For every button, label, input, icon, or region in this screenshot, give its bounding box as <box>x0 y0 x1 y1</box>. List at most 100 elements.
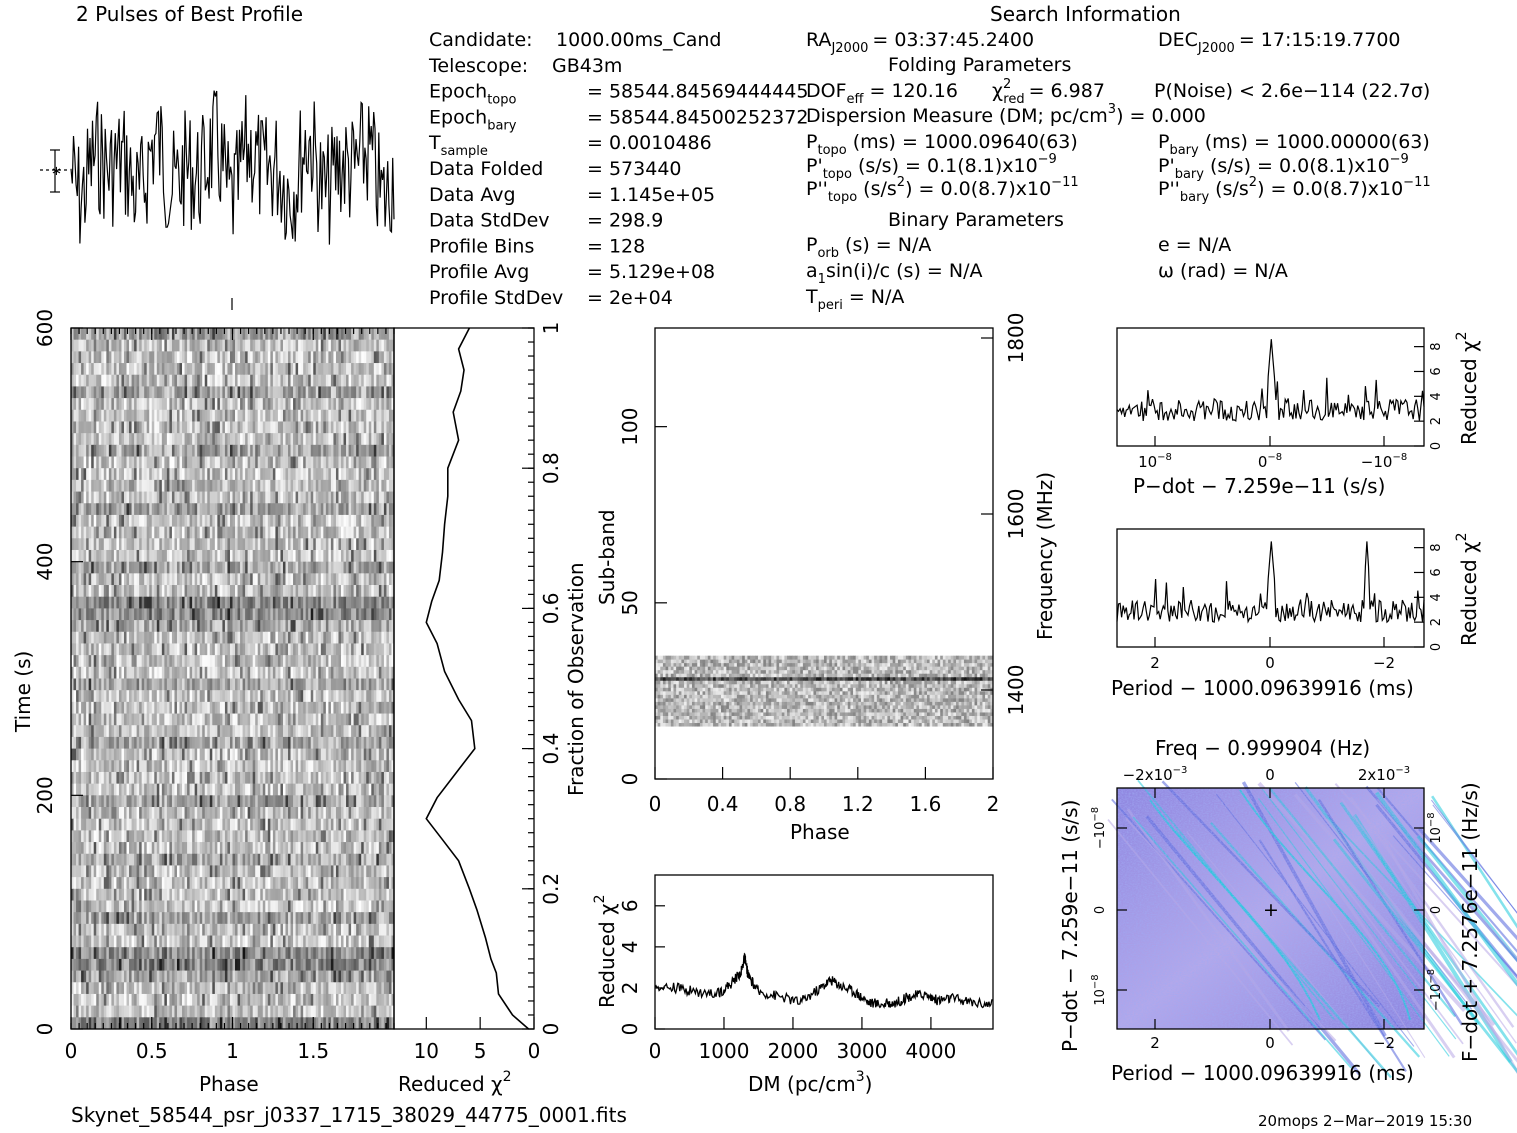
p-topo: Ptopo (ms) = 1000.09640(63) <box>806 131 1078 158</box>
ppdot-left-tick: 0 <box>1093 906 1108 914</box>
dm-y-tick: 2 <box>618 982 642 995</box>
fraction-tick: 1 <box>539 322 563 335</box>
frequency-tick: 1600 <box>1004 489 1028 540</box>
period-chi2-plot: 2 0 −2 0 2 4 6 8 Period − 1000.09639916 (ms) Re… <box>1111 528 1481 700</box>
ppdot-title: Freq − 0.999904 (Hz) <box>1155 736 1370 760</box>
ppdot-ylabel: P−dot − 7.259e−11 (s/s) <box>1058 800 1082 1052</box>
period-xlabel: Period − 1000.09639916 (ms) <box>1111 676 1414 700</box>
ra: RAJ2000 = 03:37:45.2400 <box>806 29 1034 56</box>
ppdot-x-tick: 2 <box>1150 1034 1160 1052</box>
pdot-chi2-plot: 10−8 0−8 −10−8 0 2 4 6 8 P−dot − 7.259e−11 (s/s… <box>1116 327 1481 498</box>
subband-ylabel: Sub-band <box>595 509 619 605</box>
panel-y-tick: 6 <box>1429 367 1444 375</box>
info-value: = 2e+04 <box>587 287 673 309</box>
search-info: RAJ2000 = 03:37:45.2400 DECJ2000 = 17:15:1… <box>805 29 1431 313</box>
ppdot-best-marker: + <box>1263 899 1279 921</box>
panel-y-tick: 6 <box>1429 568 1444 576</box>
subband-y-tick: 0 <box>618 773 642 786</box>
profile-plot: ∗ <box>40 90 395 310</box>
ppdot-x-tick: −2 <box>1373 1034 1395 1052</box>
dm-xlabel: DM (pc/cm3) <box>748 1069 872 1096</box>
profile-error-bar: ∗ <box>40 149 70 193</box>
ppdot-left-tick: 10−8 <box>1090 974 1108 1005</box>
fraction-tick: 0.8 <box>539 452 563 484</box>
pdot-topo: P'topo (s/s) = 0.1(8.1)x10−9 <box>806 152 1057 182</box>
time-phase-x-tick: 0.5 <box>136 1039 168 1063</box>
time-phase-plot: 0 0.5 1 1.5 0 200 400 600 Phase Time (s) <box>11 309 395 1096</box>
info-row: Data Avg <box>429 184 516 206</box>
eccentricity: e = N/A <box>1158 234 1231 256</box>
time-chi2-xlabel: Reduced χ2 <box>398 1069 512 1096</box>
folding-title: Folding Parameters <box>888 54 1071 76</box>
footer-filename: Skynet_58544_psr_j0337_1715_38029_44775_… <box>71 1103 627 1127</box>
pdot-bary: P'bary (s/s) = 0.0(8.1)x10−9 <box>1158 152 1409 182</box>
info-value: 1000.00ms_Cand <box>556 29 722 51</box>
subband-y-tick: 100 <box>618 408 642 446</box>
info-value: = 5.129e+08 <box>587 261 715 283</box>
frequency-tick: 1400 <box>1004 665 1028 716</box>
info-value: = 128 <box>587 235 645 257</box>
dm-chi2-plot: 0 1000 2000 3000 4000 0 2 4 6 DM (pc/cm3) Reduce… <box>592 874 994 1096</box>
frequency-axis-label: Frequency (MHz) <box>1033 472 1057 640</box>
info-value: = 0.0010486 <box>587 132 712 154</box>
info-value: = 58544.84569444445 <box>587 81 808 103</box>
candidate-info: Candidate: 1000.00ms_Cand Telescope: GB43m E… <box>428 29 808 309</box>
subband-x-tick: 0 <box>649 792 662 816</box>
dec: DECJ2000 = 17:15:19.7700 <box>1158 29 1401 56</box>
subband-x-tick: 0.4 <box>707 792 739 816</box>
time-phase-x-tick: 1 <box>226 1039 239 1063</box>
panel-x-tick: −10−8 <box>1361 452 1407 471</box>
fraction-axis-label: Fraction of Observation <box>564 562 588 796</box>
info-row: Data StdDev <box>429 210 550 232</box>
time-chi2-x-tick: 5 <box>474 1039 487 1063</box>
profile-title: 2 Pulses of Best Profile <box>76 2 303 26</box>
panel-y-tick: 4 <box>1429 593 1444 601</box>
period-ylabel: Reduced χ2 <box>1454 532 1481 646</box>
panel-x-tick: 0 <box>1265 654 1275 672</box>
subband-x-tick: 0.8 <box>774 792 806 816</box>
panel-y-tick: 4 <box>1429 392 1444 400</box>
dm-y-tick: 4 <box>618 940 642 953</box>
panel-x-tick: 2 <box>1150 654 1160 672</box>
ppdot-x-tick: 0 <box>1265 1034 1275 1052</box>
fraction-tick: 0.4 <box>539 733 563 765</box>
panel-x-tick: −2 <box>1373 654 1395 672</box>
subband-x-tick: 2 <box>987 792 1000 816</box>
panel-x-tick: 10−8 <box>1138 452 1172 471</box>
panel-y-tick: 8 <box>1429 342 1444 350</box>
time-phase-y-tick: 0 <box>33 1023 57 1036</box>
panel-y-tick: 8 <box>1429 543 1444 551</box>
asini: a1sin(i)/c (s) = N/A <box>806 260 982 287</box>
info-row: Tsample <box>428 132 488 159</box>
binary-title: Binary Parameters <box>888 209 1064 231</box>
info-row: Candidate: <box>429 29 533 51</box>
fraction-tick: 0.6 <box>539 592 563 624</box>
dm-y-tick: 0 <box>618 1023 642 1036</box>
subband-x-tick: 1.6 <box>909 792 941 816</box>
panel-y-tick: 0 <box>1429 643 1444 651</box>
ppdot-top-tick: 2x10−3 <box>1358 765 1410 784</box>
p-orb: Porb (s) = N/A <box>806 234 931 261</box>
info-row: Epochtopo <box>429 81 516 108</box>
panel-y-tick: 2 <box>1429 417 1444 425</box>
time-chi2-x-tick: 10 <box>414 1039 439 1063</box>
ppdot-top-tick: 0 <box>1265 766 1275 784</box>
p-noise: P(Noise) < 2.6e−114 (22.7σ) <box>1154 80 1430 102</box>
fraction-tick: 0 <box>539 1023 563 1036</box>
info-row: Profile StdDev <box>429 287 563 309</box>
time-phase-ylabel: Time (s) <box>11 651 35 733</box>
time-phase-y-tick: 400 <box>33 543 57 581</box>
dof: DOFeff = 120.16 <box>806 80 958 107</box>
pddot-topo: P''topo (s/s2) = 0.0(8.7)x10−11 <box>806 175 1079 205</box>
footer-stamp: 20mops 2−Mar−2019 15:30 <box>1258 1112 1472 1130</box>
dm-x-tick: 3000 <box>836 1039 887 1063</box>
info-row: Profile Bins <box>429 235 534 257</box>
t-peri: Tperi = N/A <box>805 286 904 313</box>
time-chi2-plot: 10 5 0 0 0.2 0.4 0.6 0.8 1 Reduced χ2 Fraction o… <box>393 322 588 1096</box>
time-phase-x-tick: 0 <box>65 1039 78 1063</box>
dm-y-tick: 6 <box>618 899 642 912</box>
info-value: = 1.145e+05 <box>587 184 715 206</box>
ppdot-left-tick: −10−8 <box>1090 807 1108 849</box>
subband-phase-plot: 0 0.4 0.8 1.2 1.6 2 0 50 100 1400 1600 1800 Phase S… <box>595 313 1057 844</box>
subband-x-tick: 1.2 <box>842 792 874 816</box>
